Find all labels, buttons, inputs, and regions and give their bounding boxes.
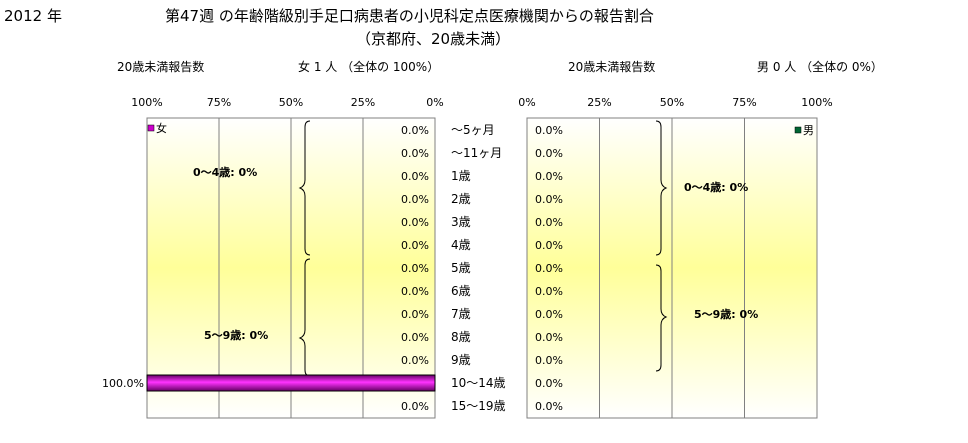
category-label: 4歳 <box>451 238 471 252</box>
female-legend-label: 女 <box>156 121 167 135</box>
female-value-label: 100.0% <box>102 377 144 390</box>
chart-subtitle: （京都府、20歳未満） <box>356 30 511 48</box>
male-value-label: 0.0% <box>535 147 563 160</box>
male-value-label: 0.0% <box>535 170 563 183</box>
category-label: 1歳 <box>451 169 471 183</box>
female-bar <box>146 374 436 392</box>
male-value-label: 0.0% <box>535 216 563 229</box>
category-label: 8歳 <box>451 330 471 344</box>
female-value-label: 0.0% <box>401 285 429 298</box>
male-value-label: 0.0% <box>535 400 563 413</box>
male-value-label: 0.0% <box>535 193 563 206</box>
female-value-label: 0.0% <box>401 354 429 367</box>
year-label: 2012 年 <box>4 7 62 25</box>
category-label: 9歳 <box>451 353 471 367</box>
male-summary: 男 0 人 （全体の 0%） <box>757 60 883 74</box>
female-value-label: 0.0% <box>401 331 429 344</box>
female-value-label: 0.0% <box>401 193 429 206</box>
male-value-label: 0.0% <box>535 239 563 252</box>
female-brace-0-4 <box>298 120 311 256</box>
female-x-tick-label: 100% <box>131 96 162 109</box>
male-x-tick-label: 50% <box>660 96 684 109</box>
male-x-tick-label: 25% <box>587 96 611 109</box>
female-value-label: 0.0% <box>401 262 429 275</box>
chart-title: 第47週 の年齢階級別手足口病患者の小児科定点医療機関からの報告割合 <box>165 7 654 25</box>
female-x-tick-label: 25% <box>351 96 375 109</box>
male-value-label: 0.0% <box>535 285 563 298</box>
female-value-label: 0.0% <box>401 216 429 229</box>
female-value-label: 0.0% <box>401 239 429 252</box>
male-group-label-0-4: 0〜4歳: 0% <box>684 180 748 194</box>
category-label: 7歳 <box>451 307 471 321</box>
category-label: 10〜14歳 <box>451 376 506 390</box>
male-value-label: 0.0% <box>535 377 563 390</box>
female-brace-5-9 <box>298 258 311 377</box>
male-x-tick-label: 100% <box>801 96 832 109</box>
female-value-label: 0.0% <box>401 147 429 160</box>
male-legend-label: 男 <box>803 124 814 137</box>
male-brace-5-9 <box>655 264 668 372</box>
male-value-label: 0.0% <box>535 262 563 275</box>
male-brace-0-4 <box>655 120 668 256</box>
male-legend-swatch <box>794 126 802 134</box>
female-value-label: 0.0% <box>401 308 429 321</box>
female-summary: 女 1 人 （全体の 100%） <box>298 60 440 74</box>
male-x-tick-label: 75% <box>732 96 756 109</box>
category-label: 3歳 <box>451 215 471 229</box>
female-legend-swatch <box>147 124 155 132</box>
female-value-label: 0.0% <box>401 400 429 413</box>
female-count-label: 20歳未満報告数 <box>117 60 205 74</box>
category-label: 5歳 <box>451 261 471 275</box>
male-group-label-5-9: 5〜9歳: 0% <box>694 307 758 321</box>
category-label: 6歳 <box>451 284 471 298</box>
female-x-tick-label: 75% <box>207 96 231 109</box>
male-count-label: 20歳未満報告数 <box>568 60 656 74</box>
category-label: 〜5ヶ月 <box>451 123 495 137</box>
female-value-label: 0.0% <box>401 170 429 183</box>
female-value-label: 0.0% <box>401 124 429 137</box>
female-group-label-0-4: 0〜4歳: 0% <box>193 165 257 179</box>
male-value-label: 0.0% <box>535 354 563 367</box>
male-x-tick-label: 0% <box>518 96 535 109</box>
female-x-tick-label: 0% <box>426 96 443 109</box>
female-group-label-5-9: 5〜9歳: 0% <box>204 328 268 342</box>
male-value-label: 0.0% <box>535 308 563 321</box>
category-label: 〜11ヶ月 <box>451 146 502 160</box>
male-value-label: 0.0% <box>535 331 563 344</box>
category-label: 15〜19歳 <box>451 399 506 413</box>
category-label: 2歳 <box>451 192 471 206</box>
male-value-label: 0.0% <box>535 124 563 137</box>
female-x-tick-label: 50% <box>279 96 303 109</box>
